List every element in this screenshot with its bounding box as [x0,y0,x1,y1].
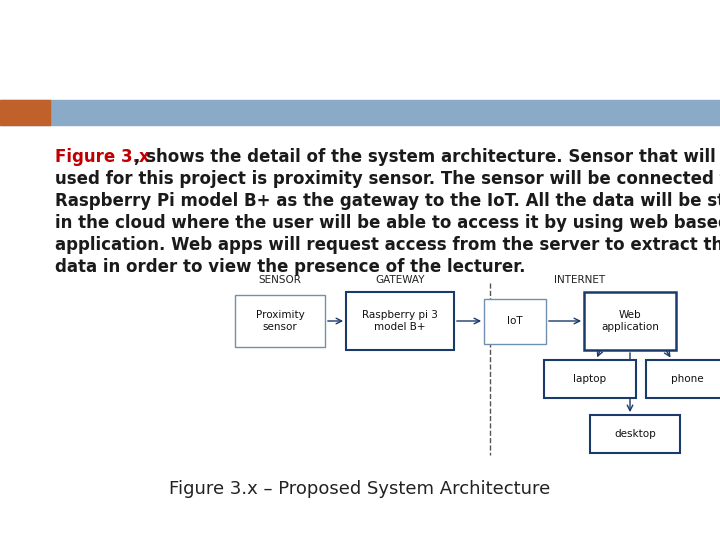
Bar [584,292,676,350]
Text: application. Web apps will request access from the server to extract the: application. Web apps will request acces… [55,236,720,254]
Text: phone: phone [671,374,703,384]
Text: desktop: desktop [614,429,656,439]
Bar [235,295,325,347]
Text: Figure 3.x: Figure 3.x [55,148,150,166]
Bar [484,299,546,344]
Bar [0,100,50,125]
Text: Figure 3.x – Proposed System Architecture: Figure 3.x – Proposed System Architectur… [169,480,551,498]
Bar [0,100,720,125]
Text: in the cloud where the user will be able to access it by using web based: in the cloud where the user will be able… [55,214,720,232]
Text: data in order to view the presence of the lecturer.: data in order to view the presence of th… [55,258,526,276]
Text: laptop: laptop [573,374,606,384]
Bar [346,292,454,350]
Bar [646,360,720,398]
Text: Raspberry Pi model B+ as the gateway to the IoT. All the data will be stored: Raspberry Pi model B+ as the gateway to … [55,192,720,210]
Bar [590,415,680,453]
Text: Proximity
sensor: Proximity sensor [256,310,305,332]
Text: GATEWAY: GATEWAY [375,275,425,285]
Text: IoT: IoT [507,316,523,327]
Text: Web
application: Web application [601,310,659,332]
Text: used for this project is proximity sensor. The sensor will be connected to: used for this project is proximity senso… [55,170,720,188]
Text: Raspberry pi 3
model B+: Raspberry pi 3 model B+ [362,310,438,332]
Text: SENSOR: SENSOR [258,275,302,285]
Text: , shows the detail of the system architecture. Sensor that will be: , shows the detail of the system archite… [134,148,720,166]
Bar [544,360,636,398]
Text: INTERNET: INTERNET [554,275,606,285]
